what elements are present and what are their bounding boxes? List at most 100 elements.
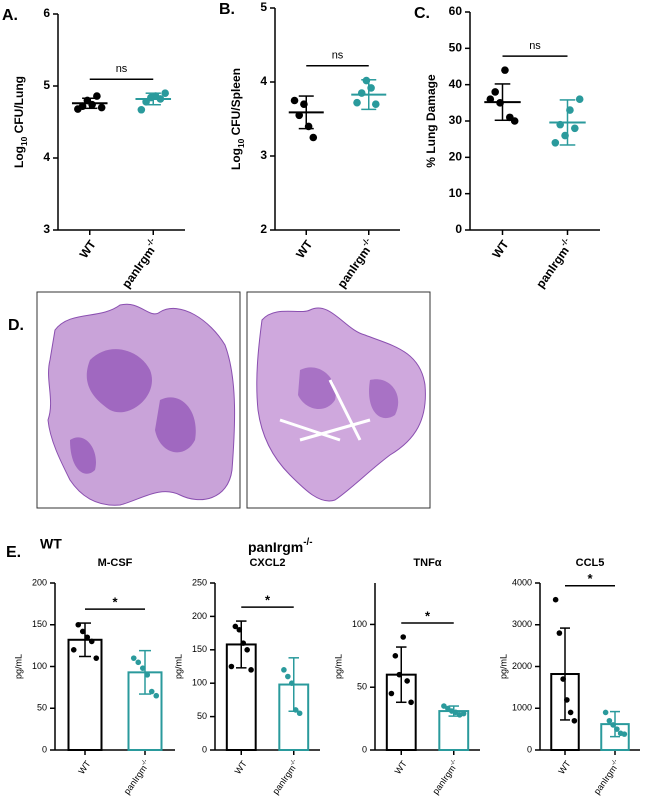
data-point	[367, 84, 375, 92]
y-tick-label: 1000	[512, 703, 532, 713]
data-point	[408, 699, 414, 706]
data-point	[486, 95, 495, 103]
data-point	[130, 655, 137, 661]
significance-label: *	[112, 595, 118, 610]
image-caption: panIrgm-/-	[248, 537, 312, 555]
data-point	[567, 709, 574, 716]
significance-label: *	[265, 593, 271, 608]
data-point	[300, 100, 308, 108]
data-point	[357, 89, 366, 97]
x-tick-label: panIrgm-/-	[121, 758, 153, 796]
chart-title: CCL5	[576, 557, 605, 569]
data-point	[97, 103, 106, 112]
airway	[279, 379, 371, 442]
y-tick-label: 200	[32, 577, 47, 587]
significance-label: ns	[332, 50, 344, 62]
chart-title: TNFα	[413, 557, 441, 569]
data-point	[575, 95, 584, 103]
y-tick-label: 150	[32, 619, 47, 629]
data-point	[556, 630, 563, 636]
data-point	[610, 722, 616, 728]
data-point	[78, 102, 87, 110]
data-point	[139, 665, 146, 671]
x-tick-label: panIrgm-/-	[332, 236, 378, 291]
image-caption: WT	[40, 536, 62, 552]
y-tick-label: 4	[43, 150, 50, 164]
panel-label: A.	[2, 7, 18, 24]
data-point	[296, 710, 303, 717]
data-point	[552, 596, 559, 603]
x-tick-label: WT	[393, 758, 410, 776]
y-tick-label: 0	[202, 744, 207, 754]
y-tick-label: 100	[32, 661, 47, 671]
tissue-dense	[298, 367, 399, 419]
data-point	[396, 671, 403, 678]
data-point	[571, 717, 578, 724]
panel-label: B.	[219, 1, 235, 18]
data-point	[84, 634, 91, 641]
data-point	[362, 76, 371, 85]
data-point	[153, 692, 160, 699]
y-tick-label: 250	[192, 577, 207, 587]
data-point	[137, 105, 146, 114]
x-tick-label: WT	[76, 758, 93, 776]
x-tick-label: panIrgm-/-	[591, 758, 623, 796]
data-point	[156, 95, 165, 103]
y-axis-label: pg/mL	[173, 654, 183, 679]
y-tick-label: 0	[527, 744, 532, 754]
x-tick-label: WT	[556, 758, 573, 776]
data-point	[501, 66, 509, 74]
data-point	[392, 653, 399, 659]
chart-title: CXCL2	[249, 557, 285, 569]
significance-label: *	[587, 571, 593, 586]
y-tick-label: 2	[260, 222, 267, 236]
y-tick-label: 0	[42, 744, 47, 754]
data-point	[460, 710, 467, 717]
data-point	[400, 634, 407, 640]
x-tick-label: panIrgm-/-	[117, 236, 163, 291]
panel-label: D.	[8, 317, 24, 334]
y-tick-label: 3	[43, 222, 50, 236]
data-point	[290, 96, 299, 105]
x-tick-label: WT	[489, 237, 512, 261]
chart-title: M-CSF	[98, 557, 133, 569]
data-point	[240, 640, 247, 646]
chart: E. M-CSF pg/mL 0 50 100 150 200 WT panIrgm-/- *	[6, 544, 175, 796]
data-point	[232, 623, 239, 630]
y-axis-label: pg/mL	[498, 654, 508, 679]
data-point	[606, 717, 613, 724]
y-tick-label: 100	[192, 678, 207, 688]
data-point	[404, 678, 410, 684]
data-point	[75, 621, 82, 628]
y-axis-label: % Lung Damage	[424, 74, 438, 168]
y-tick-label: 200	[192, 611, 207, 621]
data-point	[79, 628, 86, 635]
data-point	[161, 89, 169, 97]
y-tick-label: 6	[43, 6, 50, 20]
data-point	[510, 117, 519, 125]
y-tick-label: 10	[449, 186, 463, 200]
data-point	[353, 98, 361, 107]
data-point	[388, 690, 395, 697]
significance-label: ns	[116, 63, 128, 75]
x-tick-label: WT	[77, 237, 100, 261]
y-tick-label: 2000	[512, 661, 532, 671]
data-point	[244, 647, 250, 653]
significance-label: ns	[529, 40, 541, 52]
data-point	[304, 122, 313, 131]
data-point	[288, 680, 295, 686]
panel-label: C.	[414, 5, 430, 22]
data-point	[566, 106, 574, 114]
y-axis-label: pg/mL	[13, 654, 23, 679]
data-point	[602, 709, 609, 716]
data-point	[309, 133, 318, 142]
y-tick-label: 5	[43, 78, 50, 92]
tissue	[47, 303, 236, 506]
data-point	[496, 99, 504, 107]
data-point	[556, 120, 564, 129]
chart: B. Log10 CFU/Spleen 2 3 4 5 WT panIrgm-/- ns	[219, 0, 400, 291]
significance-label: *	[425, 608, 431, 623]
histology-wt	[36, 291, 241, 509]
data-point	[70, 647, 77, 653]
